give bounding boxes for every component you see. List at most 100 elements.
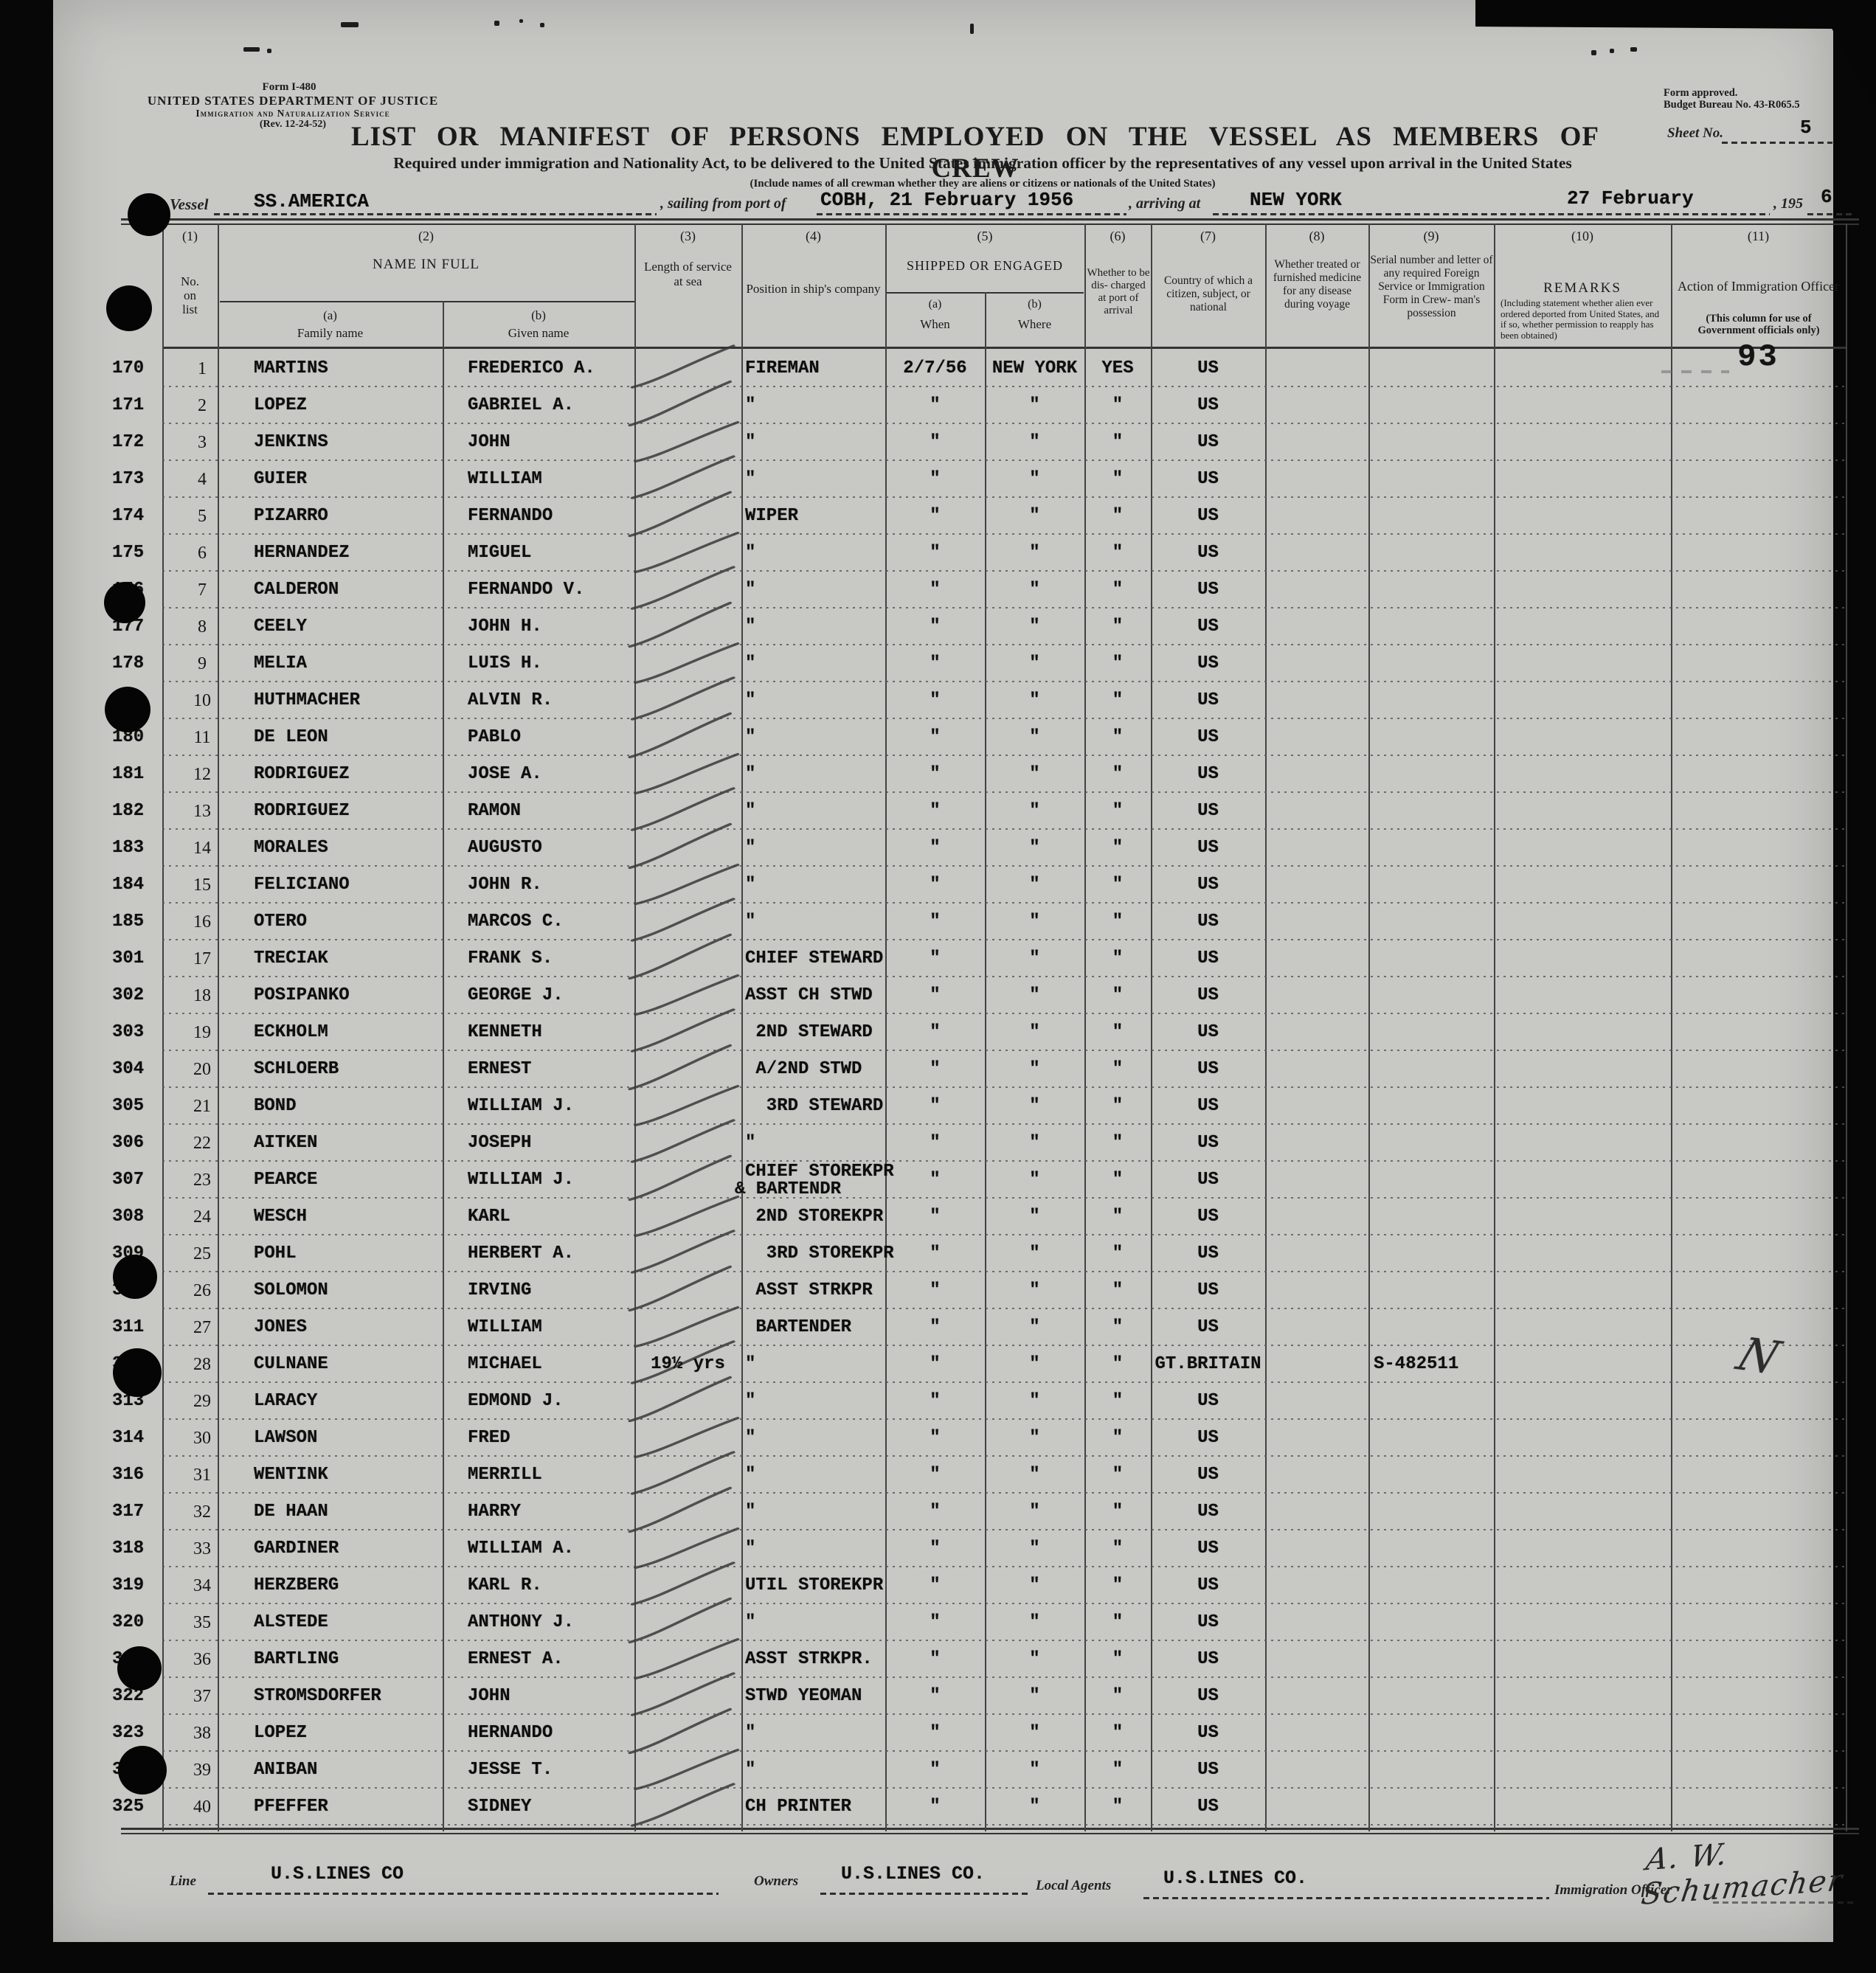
- position-cell: ": [745, 875, 756, 895]
- country-cell: US: [1197, 1059, 1219, 1079]
- given-name-cell: MIGUEL: [468, 543, 532, 563]
- length-of-service-slash: [634, 1749, 740, 1791]
- given-name-cell: KENNETH: [468, 1022, 542, 1042]
- family-name-cell: LAWSON: [254, 1428, 318, 1448]
- shipped-where-cell: NEW YORK: [991, 358, 1078, 378]
- col10-number: (10): [1571, 229, 1593, 243]
- discharged-cell: ": [1112, 690, 1124, 710]
- shipped-where-cell: ": [1029, 1465, 1040, 1485]
- col5b-heading: Where: [1017, 317, 1052, 331]
- shipped-where-cell: ": [1029, 875, 1040, 895]
- shipped-where-cell: ": [1029, 690, 1040, 710]
- family-name-cell: CULNANE: [254, 1354, 328, 1374]
- country-cell: US: [1197, 1391, 1219, 1411]
- position-cell: ": [745, 543, 756, 563]
- crew-number-cell: 301: [112, 949, 145, 968]
- crew-row: 185 16 OTERO MARCOS C. " " " " US: [109, 898, 1850, 942]
- discharged-cell: ": [1112, 985, 1124, 1005]
- length-of-service-slash: [634, 642, 740, 684]
- length-of-service-slash: [628, 601, 733, 648]
- crew-row: 317 32 DE HAAN HARRY " " " " US: [109, 1486, 1850, 1533]
- arriving-port: NEW YORK: [1250, 189, 1342, 211]
- country-cell: US: [1197, 580, 1219, 600]
- crew-row: 174 5 PIZARRO FERNANDO WIPER " " " US: [109, 490, 1850, 538]
- family-name-cell: HUTHMACHER: [254, 690, 361, 710]
- country-cell: US: [1197, 875, 1219, 895]
- discharged-cell: ": [1112, 1354, 1124, 1374]
- length-of-service-slash: [628, 1707, 733, 1755]
- discharged-cell: ": [1112, 1760, 1124, 1780]
- given-name-cell: MICHAEL: [468, 1354, 542, 1374]
- crew-row: 182 13 RODRIGUEZ RAMON " " " " US: [109, 787, 1850, 831]
- position-second-line: & BARTENDR: [735, 1179, 842, 1199]
- discharged-cell: ": [1112, 1059, 1124, 1079]
- officer-label: Immigration Officer: [1554, 1882, 1672, 1898]
- shipped-where-cell: ": [1029, 912, 1040, 932]
- family-name-cell: HERZBERG: [254, 1575, 339, 1595]
- crew-number-cell: 174: [112, 506, 145, 526]
- crew-row: 170 1 MARTINS FREDERICO A. FIREMAN 2/7/5…: [109, 341, 1850, 389]
- discharged-cell: ": [1112, 1428, 1124, 1448]
- length-of-service-cell: 19½ yrs: [651, 1354, 725, 1374]
- position-cell: CHIEF STEWARD: [745, 949, 884, 968]
- crew-row: 177 8 CEELY JOHN H. " " " " US: [109, 601, 1850, 648]
- col5a-heading: When: [920, 317, 950, 331]
- col-border: [218, 223, 219, 1831]
- line-number-cell: 11: [193, 728, 211, 747]
- given-name-cell: WILLIAM A.: [468, 1539, 575, 1558]
- given-name-cell: JOHN: [468, 432, 510, 452]
- country-cell: US: [1197, 912, 1219, 932]
- country-cell: US: [1197, 1502, 1219, 1522]
- shipped-when-cell: ": [930, 727, 941, 747]
- shipped-where-cell: ": [1029, 506, 1040, 526]
- line-number-cell: 34: [193, 1576, 211, 1595]
- position-cell: 2ND STOREKPR: [745, 1207, 884, 1227]
- given-name-cell: EDMOND J.: [468, 1391, 564, 1411]
- position-cell: ": [745, 1465, 756, 1485]
- serial-number-cell: S-482511: [1374, 1354, 1459, 1374]
- department-name: UNITED STATES DEPARTMENT OF JUSTICE: [147, 94, 439, 108]
- crew-number-cell: 314: [112, 1428, 145, 1448]
- length-of-service-slash: [630, 1230, 735, 1274]
- crew-number-cell: 303: [112, 1022, 145, 1042]
- col11-note: (This column for use of Government offic…: [1697, 313, 1820, 336]
- sailing-label: , sailing from port of: [660, 195, 786, 212]
- line-number-cell: 33: [193, 1539, 211, 1558]
- shipped-where-cell: ": [1029, 801, 1040, 821]
- country-cell: US: [1197, 1797, 1219, 1817]
- given-name-cell: JOSEPH: [468, 1133, 532, 1153]
- country-cell: US: [1197, 432, 1219, 452]
- crew-number-cell: 317: [112, 1502, 145, 1522]
- shipped-where-cell: ": [1029, 727, 1040, 747]
- country-cell: US: [1197, 1539, 1219, 1558]
- shipped-when-cell: ": [930, 1391, 941, 1411]
- country-cell: US: [1197, 1760, 1219, 1780]
- family-name-cell: GARDINER: [254, 1539, 339, 1558]
- family-name-cell: DE HAAN: [254, 1502, 328, 1522]
- agents-rule: [1143, 1897, 1549, 1899]
- given-name-cell: HERBERT A.: [468, 1244, 575, 1263]
- family-name-cell: ANIBAN: [254, 1760, 318, 1780]
- scan-speck: [494, 21, 499, 26]
- length-of-service-slash: [630, 1119, 735, 1163]
- discharged-cell: ": [1112, 1502, 1124, 1522]
- country-cell: US: [1197, 653, 1219, 673]
- shipped-when-cell: 2/7/56: [903, 358, 967, 378]
- given-name-cell: ERNEST: [468, 1059, 532, 1079]
- sheet-no-label: Sheet No.: [1667, 125, 1723, 141]
- col4-number: (4): [806, 229, 821, 243]
- length-of-service-slash: [630, 676, 735, 721]
- discharged-cell: ": [1112, 1280, 1124, 1300]
- family-name-cell: OTERO: [254, 912, 308, 932]
- country-cell: US: [1197, 1133, 1219, 1153]
- col9-heading: Serial number and letter of any required…: [1370, 254, 1493, 319]
- line-number-cell: 14: [193, 839, 211, 858]
- family-name-cell: MELIA: [254, 653, 308, 673]
- line-value: U.S.LINES CO: [271, 1863, 404, 1884]
- position-cell: ": [745, 1723, 756, 1743]
- table-bottom-rule-2: [121, 1833, 1859, 1834]
- owners-rule: [820, 1893, 1031, 1895]
- position-cell: ": [745, 801, 756, 821]
- family-name-cell: ECKHOLM: [254, 1022, 328, 1042]
- shipped-when-cell: ": [930, 653, 941, 673]
